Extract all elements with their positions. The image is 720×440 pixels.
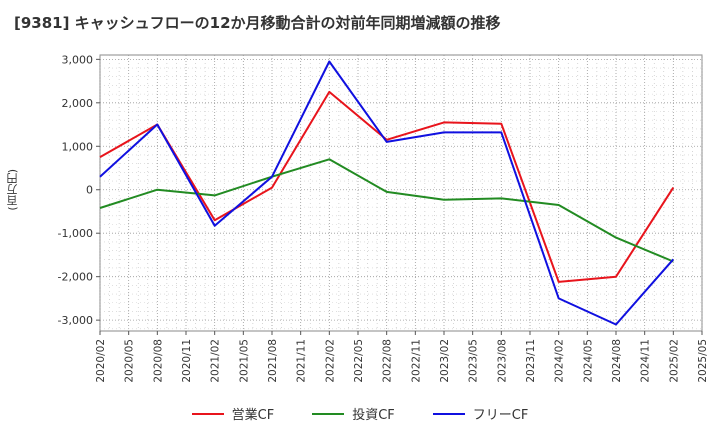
y-tick-label: 2,000 [62,97,94,110]
y-tick-label: 1,000 [62,140,94,153]
legend-item-free-cf: フリーCF [432,404,529,423]
legend-label-investing-cf: 投資CF [352,408,395,423]
x-tick-label: 2022/08 [382,339,394,383]
x-tick-label: 2023/02 [439,339,451,383]
x-tick-label: 2021/08 [267,339,279,383]
legend-label-free-cf: フリーCF [472,408,529,423]
series-line-free-cf [99,60,675,326]
x-tick-label: 2022/05 [353,339,365,383]
series-line-operating-cf [99,90,675,283]
legend-item-investing-cf: 投資CF [312,404,395,423]
x-tick-label: 2020/11 [181,339,193,383]
x-tick-label: 2020/08 [152,339,164,383]
grid [99,54,703,332]
x-tick-label: 2025/05 [697,339,709,383]
x-tick-label: 2024/11 [640,339,652,383]
x-tick-label: 2023/08 [496,339,508,383]
y-tick-label: -3,000 [58,314,93,327]
y-tick-label: -1,000 [58,227,93,240]
legend-swatch-free-cf [432,412,465,415]
legend-swatch-operating-cf [191,412,224,415]
x-tick-label: 2024/05 [582,339,594,383]
x-tick-label: 2022/11 [410,339,422,383]
x-tick-label: 2023/05 [468,339,480,383]
legend-label-operating-cf: 営業CF [231,408,275,423]
y-tick-label: 3,000 [62,53,94,66]
x-tick-label: 2020/02 [95,339,107,383]
x-tick-label: 2024/02 [554,339,566,383]
x-tick-label: 2024/08 [611,339,623,383]
x-tick-label: 2023/11 [525,339,537,383]
legend-swatch-investing-cf [312,412,345,415]
chart-title: [9381] キャッシュフローの12か月移動合計の対前年同期増減額の推移 [14,14,501,32]
x-tick-label: 2021/02 [210,339,222,383]
legend: 営業CF 投資CF フリーCF [0,404,720,423]
x-tick-label: 2022/02 [324,339,336,383]
y-tick-label: -2,000 [58,271,93,284]
x-tick-label: 2021/05 [238,339,250,383]
axes: 3,0002,0001,0000-1,000-2,000-3,0002020/0… [58,53,709,382]
legend-item-operating-cf: 営業CF [191,404,275,423]
x-tick-label: 2020/05 [124,339,136,383]
series-lines [99,60,675,326]
x-tick-label: 2021/11 [296,339,308,383]
x-tick-label: 2025/02 [668,339,680,383]
y-tick-label: 0 [86,184,93,197]
